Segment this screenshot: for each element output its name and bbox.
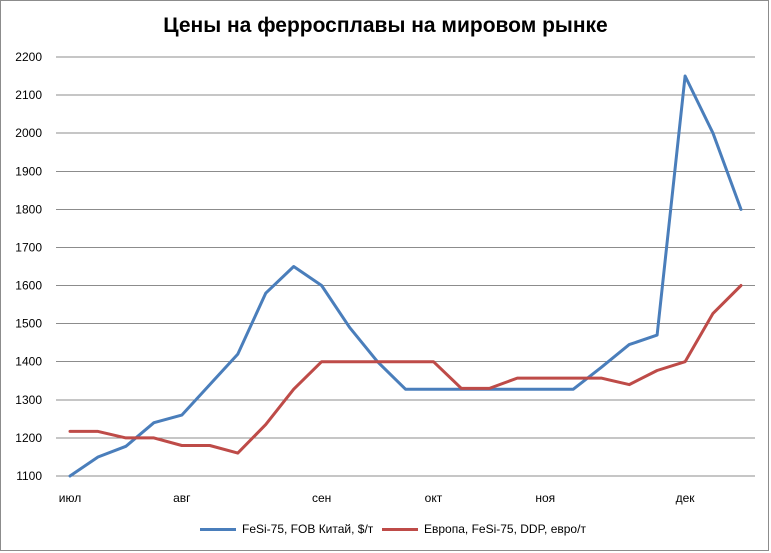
chart-legend: FeSi-75, FOB Китай, $/т Европа, FeSi-75,… — [0, 522, 771, 540]
y-tick-label-1300: 1300 — [15, 393, 42, 407]
legend-item-europe-fesi: Европа, FeSi-75, DDP, евро/т — [382, 522, 586, 536]
y-tick-label-1100: 1100 — [16, 469, 42, 483]
chart-title: Цены на ферросплавы на мировом рынке — [163, 14, 608, 37]
y-tick-label-1700: 1700 — [15, 240, 42, 254]
y-tick-label-1900: 1900 — [15, 164, 42, 178]
y-tick-label-2200: 2200 — [15, 50, 42, 64]
x-tick-label-дек: дек — [676, 491, 696, 505]
x-tick-label-окт: окт — [425, 491, 443, 505]
series-line-0 — [68, 74, 743, 478]
x-tick-label-авг: авг — [173, 491, 191, 505]
y-tick-label-1200: 1200 — [15, 431, 42, 445]
x-tick-label-сен: сен — [312, 491, 331, 505]
y-tick-label-1400: 1400 — [15, 355, 42, 369]
y-tick-label-2100: 2100 — [15, 88, 42, 102]
y-tick-label-1600: 1600 — [15, 279, 42, 293]
legend-label-europe-fesi: Европа, FeSi-75, DDP, евро/т — [424, 522, 586, 536]
x-tick-label-ноя: ноя — [535, 491, 555, 505]
legend-item-fesi-china: FeSi-75, FOB Китай, $/т — [200, 522, 373, 536]
series-line-1 — [68, 284, 743, 455]
legend-label-fesi-china: FeSi-75, FOB Китай, $/т — [242, 522, 374, 536]
y-tick-label-1800: 1800 — [15, 202, 42, 216]
legend-swatch-europe-fesi — [382, 527, 418, 531]
y-tick-label-1500: 1500 — [15, 317, 42, 331]
y-tick-label-2000: 2000 — [15, 126, 42, 140]
legend-swatch-fesi-china — [200, 527, 236, 531]
x-tick-label-июл: июл — [59, 491, 81, 505]
